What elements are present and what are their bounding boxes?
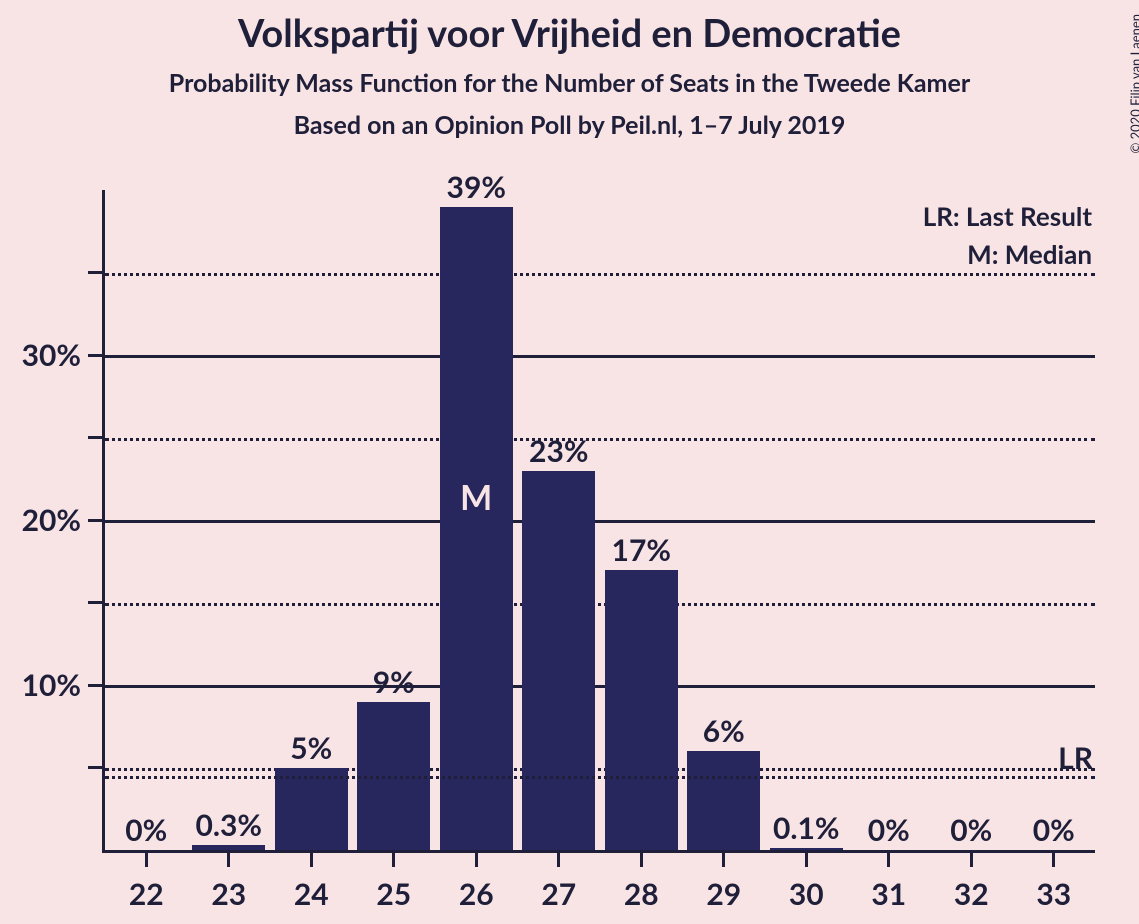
- grid-minor: [105, 273, 1095, 276]
- y-tick-mark: [88, 601, 102, 604]
- bar: [192, 845, 265, 850]
- grid-minor: [105, 768, 1095, 771]
- chart-subtitle: Probability Mass Function for the Number…: [0, 68, 1139, 98]
- chart-plot-area: 10%20%30%220%230.3%245%259%2639%M2723%28…: [105, 190, 1095, 850]
- page: Volkspartij voor Vrijheid en Democratie …: [0, 0, 1139, 924]
- x-tick-label: 23: [188, 876, 271, 912]
- last-result-line: [105, 776, 1095, 779]
- bar: [522, 471, 595, 851]
- y-axis: [102, 190, 105, 853]
- x-tick-mark: [887, 853, 890, 867]
- bar: [440, 207, 513, 851]
- y-tick-mark: [88, 436, 102, 439]
- x-tick-label: 30: [765, 876, 848, 912]
- x-tick-mark: [475, 853, 478, 867]
- x-tick-mark: [805, 853, 808, 867]
- x-tick-label: 31: [848, 876, 931, 912]
- x-tick-label: 24: [270, 876, 353, 912]
- x-tick-label: 29: [683, 876, 766, 912]
- x-tick-label: 25: [353, 876, 436, 912]
- bar-value-label: 0.1%: [765, 810, 848, 846]
- bar-value-label: 6%: [683, 713, 766, 749]
- grid-major: [105, 685, 1095, 688]
- bar: [605, 570, 678, 851]
- bar-value-label: 5%: [270, 730, 353, 766]
- bar-value-label: 23%: [518, 433, 601, 469]
- grid-major: [105, 355, 1095, 358]
- y-tick-label: 20%: [0, 502, 81, 538]
- bar: [687, 751, 760, 850]
- bar-value-label: 0.3%: [188, 807, 271, 843]
- last-result-label: LR: [1058, 740, 1093, 776]
- x-tick-mark: [557, 853, 560, 867]
- median-marker: M: [440, 477, 513, 518]
- x-tick-mark: [640, 853, 643, 867]
- x-tick-mark: [392, 853, 395, 867]
- legend-line: M: Median: [967, 238, 1092, 270]
- x-tick-mark: [227, 853, 230, 867]
- x-tick-mark: [310, 853, 313, 867]
- chart-title: Volkspartij voor Vrijheid en Democratie: [0, 10, 1139, 56]
- y-tick-label: 10%: [0, 667, 81, 703]
- bar: [275, 768, 348, 851]
- bar-value-label: 0%: [848, 812, 931, 848]
- bar-value-label: 39%: [435, 169, 518, 205]
- x-tick-label: 33: [1013, 876, 1096, 912]
- y-tick-mark: [88, 354, 102, 357]
- x-tick-mark: [722, 853, 725, 867]
- y-tick-mark: [88, 271, 102, 274]
- x-tick-mark: [970, 853, 973, 867]
- grid-major: [105, 520, 1095, 523]
- x-tick-label: 22: [105, 876, 188, 912]
- bar-value-label: 0%: [930, 812, 1013, 848]
- y-tick-mark: [88, 519, 102, 522]
- y-tick-mark: [88, 766, 102, 769]
- bar-value-label: 0%: [105, 812, 188, 848]
- grid-minor: [105, 438, 1095, 441]
- x-axis: [105, 850, 1095, 853]
- y-tick-mark: [88, 684, 102, 687]
- x-tick-label: 26: [435, 876, 518, 912]
- x-tick-mark: [1052, 853, 1055, 867]
- bar-value-label: 0%: [1013, 812, 1096, 848]
- y-tick-label: 30%: [0, 337, 81, 373]
- legend-line: LR: Last Result: [923, 200, 1092, 232]
- x-tick-mark: [145, 853, 148, 867]
- bar: [770, 848, 843, 850]
- x-tick-label: 28: [600, 876, 683, 912]
- grid-minor: [105, 603, 1095, 606]
- chart-subtitle-2: Based on an Opinion Poll by Peil.nl, 1–7…: [0, 110, 1139, 140]
- x-tick-label: 27: [518, 876, 601, 912]
- bar-value-label: 17%: [600, 532, 683, 568]
- copyright-text: © 2020 Filip van Laenen: [1128, 14, 1139, 154]
- bar-value-label: 9%: [353, 664, 436, 700]
- x-tick-label: 32: [930, 876, 1013, 912]
- title-block: Volkspartij voor Vrijheid en Democratie …: [0, 10, 1139, 140]
